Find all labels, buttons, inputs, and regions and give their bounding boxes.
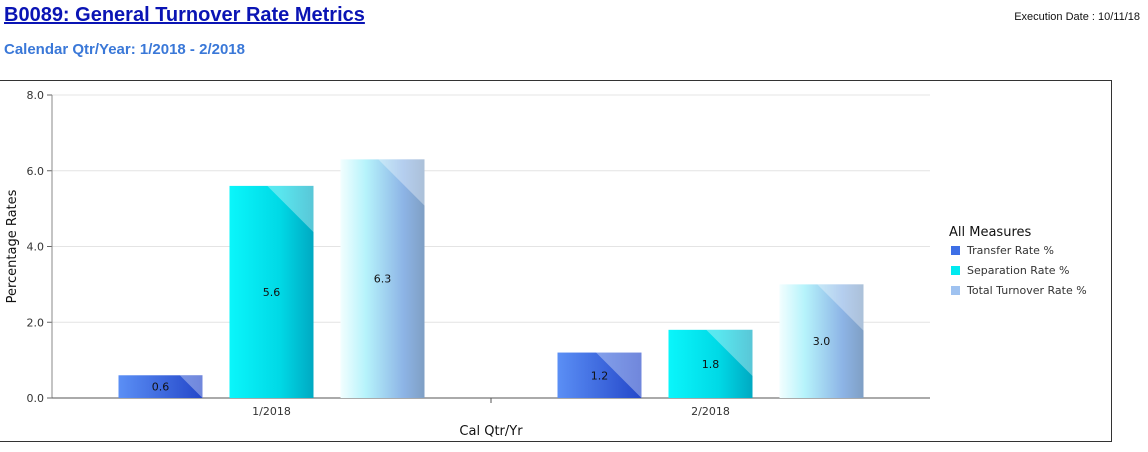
legend-label: Total Turnover Rate %: [966, 284, 1087, 297]
x-axis-title: Cal Qtr/Yr: [459, 424, 523, 439]
legend-swatch: [951, 286, 960, 295]
x-tick-label: 1/2018: [252, 405, 291, 418]
bar-2-2018-series-1[interactable]: 1.8: [668, 329, 753, 398]
bar-value-label: 0.6: [152, 381, 170, 394]
bar-body: [779, 284, 864, 398]
y-tick-label: 6.0: [27, 165, 45, 178]
calendar-range-subtitle: Calendar Qtr/Year: 1/2018 - 2/2018: [4, 41, 245, 58]
bar-fold-highlight: [267, 185, 314, 233]
bar-value-label: 6.3: [374, 273, 392, 286]
y-tick-label: 2.0: [27, 316, 45, 329]
bar-body: [340, 159, 425, 398]
legend-label: Separation Rate %: [967, 264, 1069, 277]
bar-fold-highlight: [179, 375, 203, 398]
report-title-link[interactable]: B0089: General Turnover Rate Metrics: [4, 4, 365, 26]
legend-item[interactable]: Separation Rate %: [951, 264, 1069, 277]
bar-body: [229, 185, 314, 398]
execution-date: Execution Date : 10/11/18: [1014, 11, 1140, 23]
y-tick-label: 8.0: [27, 89, 45, 102]
bar-1-2018-series-2[interactable]: 6.3: [340, 159, 425, 398]
x-tick-label: 2/2018: [691, 405, 730, 418]
legend-item[interactable]: Total Turnover Rate %: [951, 284, 1087, 297]
y-tick-label: 0.0: [27, 392, 45, 405]
legend-swatch: [951, 266, 960, 275]
bar-value-label: 5.6: [263, 286, 281, 299]
bar-2-2018-series-2[interactable]: 3.0: [779, 284, 864, 398]
bar-value-label: 3.0: [813, 335, 831, 348]
chart-frame: 0.0 2.0 4.0 6.0 8.0 Percentage Rates Cal Qtr/Y…: [0, 80, 1112, 442]
y-axis-title: Percentage Rates: [5, 189, 20, 303]
bar-fold-highlight: [596, 352, 642, 398]
y-tick-label: 4.0: [27, 241, 45, 254]
bar-value-label: 1.8: [702, 358, 720, 371]
bar-body: [118, 375, 203, 398]
bar-body: [557, 352, 642, 398]
legend-label: Transfer Rate %: [966, 244, 1054, 257]
bar-1-2018-series-1[interactable]: 5.6: [229, 185, 314, 398]
legend-title: All Measures: [949, 225, 1031, 240]
bar-value-label: 1.2: [591, 369, 609, 382]
bar-1-2018-series-0[interactable]: 0.6: [118, 375, 203, 398]
bar-fold-highlight: [378, 159, 425, 206]
bar-fold-highlight: [706, 329, 753, 377]
bar-body: [668, 329, 753, 398]
legend-item[interactable]: Transfer Rate %: [951, 244, 1054, 257]
bar-2-2018-series-0[interactable]: 1.2: [557, 352, 642, 398]
bar-chart: 0.0 2.0 4.0 6.0 8.0 Percentage Rates Cal Qtr/Y…: [5, 89, 1087, 439]
legend-swatch: [951, 246, 960, 255]
